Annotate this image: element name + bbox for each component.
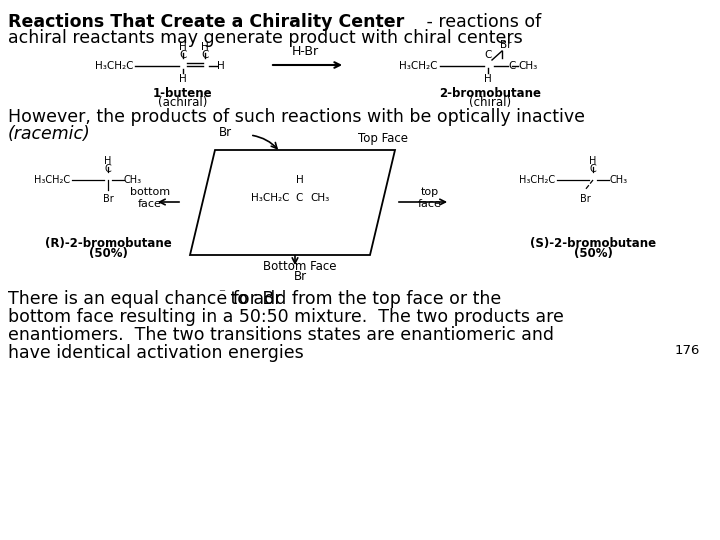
Text: H: H	[296, 175, 304, 185]
Text: 1-butene: 1-butene	[153, 87, 213, 100]
Text: H: H	[589, 156, 597, 166]
Text: top
face: top face	[418, 187, 442, 209]
Text: H: H	[217, 61, 225, 71]
Text: 176: 176	[675, 344, 700, 357]
Text: enantiomers.  The two transitions states are enantiomeric and: enantiomers. The two transitions states …	[8, 326, 554, 344]
Text: H: H	[179, 74, 187, 84]
Text: H₃CH₂C: H₃CH₂C	[94, 61, 133, 71]
Text: Bottom Face: Bottom Face	[264, 260, 337, 273]
Text: have identical activation energies: have identical activation energies	[8, 344, 304, 362]
Text: H: H	[179, 42, 187, 52]
Text: 2-bromobutane: 2-bromobutane	[439, 87, 541, 100]
Text: H₃CH₂C: H₃CH₂C	[400, 61, 438, 71]
Text: to add from the top face or the: to add from the top face or the	[225, 290, 501, 308]
Text: H: H	[201, 42, 209, 52]
Text: Br: Br	[219, 125, 232, 138]
Text: There is an equal chance for Br: There is an equal chance for Br	[8, 290, 282, 308]
Text: Br: Br	[294, 270, 307, 283]
Text: (chiral): (chiral)	[469, 96, 511, 109]
Text: CH₃: CH₃	[518, 61, 537, 71]
Text: (50%): (50%)	[574, 247, 613, 260]
Text: H₃CH₂C: H₃CH₂C	[519, 175, 555, 185]
Text: H₃CH₂C: H₃CH₂C	[251, 193, 290, 203]
Text: bottom
face: bottom face	[130, 187, 170, 209]
Text: (racemic): (racemic)	[8, 125, 91, 143]
Text: H: H	[104, 156, 112, 166]
Text: H-Br: H-Br	[292, 45, 318, 58]
Text: CH₃: CH₃	[124, 175, 142, 185]
Text: (S)-2-bromobutane: (S)-2-bromobutane	[530, 237, 656, 250]
Text: achiral reactants may generate product with chiral centers: achiral reactants may generate product w…	[8, 29, 523, 47]
Text: C: C	[590, 164, 596, 174]
Text: Top Face: Top Face	[358, 132, 408, 145]
Text: However, the products of such reactions with be optically inactive: However, the products of such reactions …	[8, 108, 585, 126]
Text: (achiral): (achiral)	[158, 96, 207, 109]
Text: C: C	[295, 193, 302, 203]
Text: bottom face resulting in a 50:50 mixture.  The two products are: bottom face resulting in a 50:50 mixture…	[8, 308, 564, 326]
Text: Reactions That Create a Chirality Center: Reactions That Create a Chirality Center	[8, 13, 404, 31]
Text: ⁻: ⁻	[218, 287, 225, 300]
Text: (R)-2-bromobutane: (R)-2-bromobutane	[45, 237, 171, 250]
Text: CH₃: CH₃	[310, 193, 329, 203]
Text: Br: Br	[103, 194, 113, 204]
Text: H₃CH₂C: H₃CH₂C	[34, 175, 70, 185]
Text: C: C	[508, 61, 516, 71]
Text: CH₃: CH₃	[609, 175, 627, 185]
Text: Br: Br	[500, 40, 511, 50]
Text: C: C	[179, 50, 186, 60]
Text: C: C	[104, 164, 112, 174]
Text: - reactions of: - reactions of	[421, 13, 541, 31]
Text: H: H	[484, 74, 492, 84]
Text: C: C	[485, 50, 492, 60]
Text: (50%): (50%)	[89, 247, 127, 260]
Text: C: C	[202, 50, 209, 60]
Text: Br: Br	[580, 194, 590, 204]
